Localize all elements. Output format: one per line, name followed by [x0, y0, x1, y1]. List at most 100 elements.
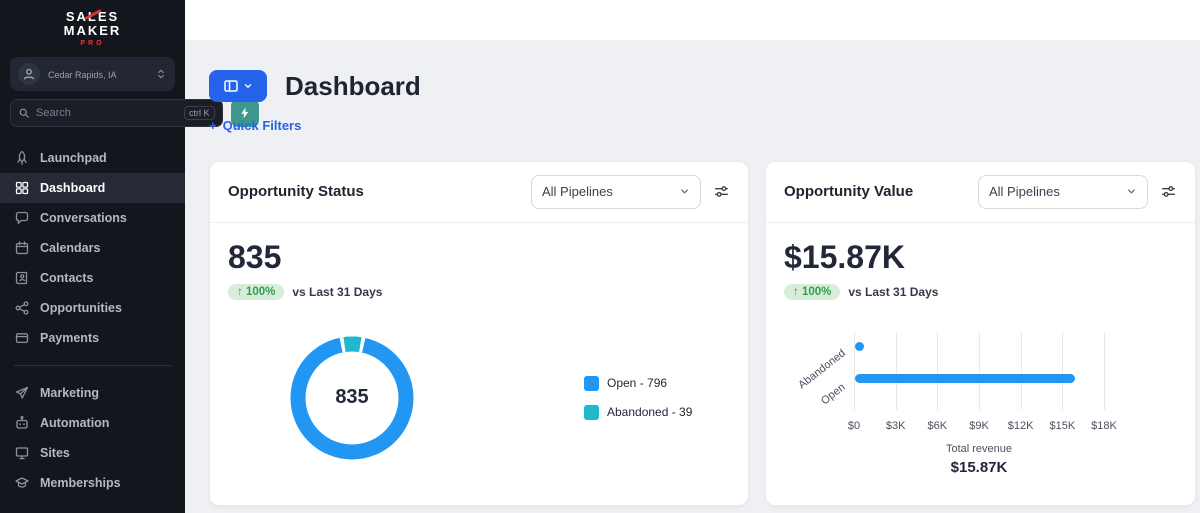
- sidebar-item-automation[interactable]: Automation: [0, 408, 185, 438]
- sidebar-item-dashboard[interactable]: Dashboard: [0, 173, 185, 204]
- sidebar-item-label: Automation: [40, 416, 110, 431]
- x-tick-label: $3K: [885, 419, 906, 432]
- sidebar: SALES MAKER PRO Cedar Rapids, IA ctrl K: [0, 0, 259, 513]
- chart-legend: Open - 796 Abandoned - 39: [584, 375, 693, 420]
- legend-swatch: [584, 404, 599, 420]
- legend-label: Open - 796: [607, 376, 668, 390]
- x-tick-label: $9K: [969, 419, 989, 432]
- rocket-icon: [14, 150, 30, 166]
- account-switcher[interactable]: Cedar Rapids, IA: [10, 57, 175, 92]
- y-axis-label: Open: [819, 380, 848, 407]
- graduation-cap-icon: [14, 475, 30, 491]
- chevron-down-icon: [679, 186, 690, 197]
- sidebar-item-payments[interactable]: Payments: [0, 323, 185, 353]
- gridline: [1062, 331, 1064, 410]
- pipeline-select-value: All Pipelines: [989, 184, 1060, 199]
- delta-caption: vs Last 31 Days: [292, 284, 383, 299]
- sidebar-item-label: Contacts: [40, 271, 94, 286]
- total-revenue-label: Total revenue: [945, 442, 1013, 455]
- legend-label: Abandoned - 39: [607, 405, 693, 419]
- gridline: [1104, 331, 1105, 410]
- page-title: Dashboard: [285, 70, 421, 101]
- card-title: Opportunity Status: [228, 183, 364, 200]
- sidebar-item-label: Payments: [40, 331, 100, 346]
- search-input[interactable]: [36, 107, 178, 120]
- robot-icon: [14, 415, 30, 431]
- sidebar-item-launchpad[interactable]: Launchpad: [0, 143, 185, 173]
- account-location: Cedar Rapids, IA: [48, 70, 117, 81]
- sidebar-item-marketing[interactable]: Marketing: [0, 378, 185, 408]
- gridline: [895, 331, 897, 410]
- lightning-icon: [238, 106, 252, 120]
- quick-actions-button[interactable]: [230, 99, 259, 128]
- dashboard-layout-button[interactable]: [209, 70, 267, 102]
- chevron-down-icon: [1126, 186, 1137, 197]
- share-nodes-icon: [14, 300, 30, 316]
- search-shortcut-badge: ctrl K: [184, 106, 215, 121]
- sidebar-item-label: Marketing: [40, 386, 100, 401]
- x-tick-label: $18K: [1091, 419, 1117, 432]
- delta-caption: vs Last 31 Days: [848, 284, 939, 299]
- gridline: [937, 331, 939, 410]
- card-header: Opportunity Status All Pipelines: [210, 162, 748, 223]
- search-icon: [18, 107, 30, 119]
- send-icon: [14, 385, 30, 401]
- bar-plot: [854, 331, 1105, 410]
- opportunity-value-card: Opportunity Value All Pipelines: [765, 160, 1196, 506]
- filter-sliders-icon[interactable]: [713, 183, 730, 200]
- filter-sliders-icon[interactable]: [1160, 183, 1177, 200]
- chat-icon: [14, 210, 30, 226]
- status-metric: 835: [228, 238, 282, 275]
- donut-segment-gap: [290, 336, 414, 459]
- pipeline-select[interactable]: All Pipelines: [531, 174, 701, 209]
- status-chart: 835 Open - 796 Abandoned - 39: [228, 336, 730, 460]
- pipeline-select-value: All Pipelines: [542, 184, 613, 199]
- bar-open: [855, 373, 1075, 383]
- chevron-up-down-icon: [155, 67, 167, 81]
- sidebar-item-memberships[interactable]: Memberships: [0, 468, 185, 498]
- x-tick-label: $0: [847, 419, 861, 432]
- bar-y-axis: Abandoned Open: [784, 332, 850, 410]
- sidebar-item-label: Memberships: [40, 476, 121, 491]
- main-area: Dashboard + Quick Filters Opportunity St…: [185, 0, 1200, 513]
- legend-item-abandoned[interactable]: Abandoned - 39: [584, 404, 693, 420]
- search-row: ctrl K: [10, 99, 259, 128]
- card-header-controls: All Pipelines: [531, 174, 730, 209]
- gridline: [1020, 331, 1022, 410]
- opportunity-status-card: Opportunity Status All Pipelines: [209, 160, 749, 506]
- search-input-wrapper[interactable]: ctrl K: [10, 99, 223, 128]
- delta-row: ↑ 100% vs Last 31 Days: [784, 283, 1177, 300]
- sidebar-item-conversations[interactable]: Conversations: [0, 203, 185, 233]
- logo-line2: MAKER: [63, 23, 122, 39]
- bar-abandoned: [855, 341, 864, 351]
- delta-badge: ↑ 100%: [228, 283, 285, 300]
- quick-filters-button[interactable]: + Quick Filters: [209, 116, 301, 134]
- columns-layout-icon: [223, 78, 239, 94]
- x-tick-label: $12K: [1007, 419, 1034, 432]
- sidebar-item-label: Opportunities: [40, 301, 122, 316]
- primary-nav: Launchpad Dashboard Conversations Calend…: [0, 143, 185, 498]
- card-header: Opportunity Value All Pipelines: [766, 162, 1195, 223]
- delta-row: ↑ 100% vs Last 31 Days: [228, 283, 730, 300]
- x-tick-label: $15K: [1049, 419, 1076, 432]
- sidebar-item-label: Conversations: [40, 211, 127, 226]
- donut-chart: 835: [290, 336, 414, 460]
- sidebar-item-opportunities[interactable]: Opportunities: [0, 293, 185, 323]
- chevron-down-icon: [243, 81, 253, 91]
- gridline: [854, 331, 855, 410]
- total-revenue-value: $15.87K: [950, 458, 1008, 476]
- account-info: Cedar Rapids, IA: [48, 65, 147, 83]
- card-body: 835 ↑ 100% vs Last 31 Days 835: [210, 223, 748, 476]
- sidebar-item-label: Dashboard: [40, 181, 106, 196]
- legend-item-open[interactable]: Open - 796: [584, 375, 692, 391]
- credit-card-icon: [14, 330, 30, 346]
- quick-filters-label: Quick Filters: [222, 117, 302, 133]
- sidebar-item-sites[interactable]: Sites: [0, 438, 185, 468]
- legend-swatch: [584, 375, 599, 391]
- grid-icon: [14, 180, 30, 196]
- sidebar-item-contacts[interactable]: Contacts: [0, 263, 185, 293]
- card-header-controls: All Pipelines: [978, 174, 1177, 209]
- pipeline-select[interactable]: All Pipelines: [978, 174, 1148, 209]
- sidebar-item-calendars[interactable]: Calendars: [0, 233, 185, 263]
- page-header: Dashboard: [209, 70, 1196, 102]
